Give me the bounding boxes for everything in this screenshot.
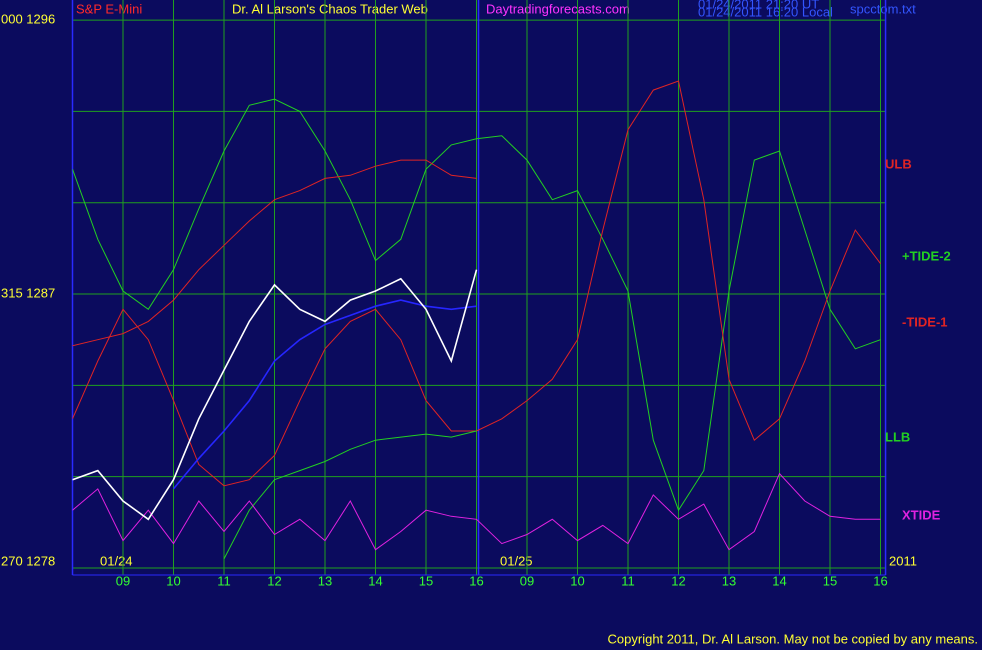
legend-label: +TIDE-2 (902, 248, 951, 263)
series-line (72, 472, 881, 551)
x-tick-label: 10 (570, 573, 584, 588)
symbol: S&P E-Mini (76, 1, 142, 16)
year-label: 2011 (889, 553, 917, 568)
series-line (72, 98, 881, 512)
copyright: Copyright 2011, Dr. Al Larson. May not b… (608, 631, 978, 646)
series-line (223, 430, 477, 560)
x-tick-label: 12 (267, 573, 281, 588)
y-tick-label: 000 1296 (1, 12, 55, 27)
x-tick-label: 16 (469, 573, 483, 588)
x-tick-label: 15 (419, 573, 433, 588)
legend-label: ULB (885, 156, 912, 171)
file-name: spcctom.txt (850, 1, 916, 16)
legend-label: XTIDE (902, 507, 941, 522)
date-label: 01/24 (100, 553, 133, 568)
legend-label: LLB (885, 429, 910, 444)
x-tick-label: 11 (217, 573, 231, 588)
x-tick-label: 13 (318, 573, 332, 588)
y-tick-label: 315 1287 (1, 285, 55, 300)
series-line (72, 269, 478, 521)
legend-label: -TIDE-1 (902, 314, 948, 329)
x-tick-label: 13 (722, 573, 736, 588)
series-line (72, 159, 477, 347)
chart-title: Dr. Al Larson's Chaos Trader Web (232, 1, 428, 16)
x-tick-label: 15 (823, 573, 837, 588)
y-tick-label: 270 1278 (1, 553, 55, 568)
site: Daytradingforecasts.com (486, 1, 630, 16)
x-tick-label: 16 (873, 573, 887, 588)
series-line (172, 299, 477, 490)
x-tick-label: 14 (368, 573, 382, 588)
x-tick-label: 11 (621, 573, 635, 588)
timestamp: 01/24/2011 16:20 Local (698, 4, 833, 19)
x-tick-label: 09 (116, 573, 130, 588)
date-label: 01/25 (500, 553, 533, 568)
x-tick-label: 14 (772, 573, 786, 588)
x-tick-label: 09 (520, 573, 534, 588)
timestamp: 01/24/2011 21:20 UT (698, 0, 819, 11)
x-tick-label: 12 (671, 573, 685, 588)
x-tick-label: 10 (166, 573, 180, 588)
